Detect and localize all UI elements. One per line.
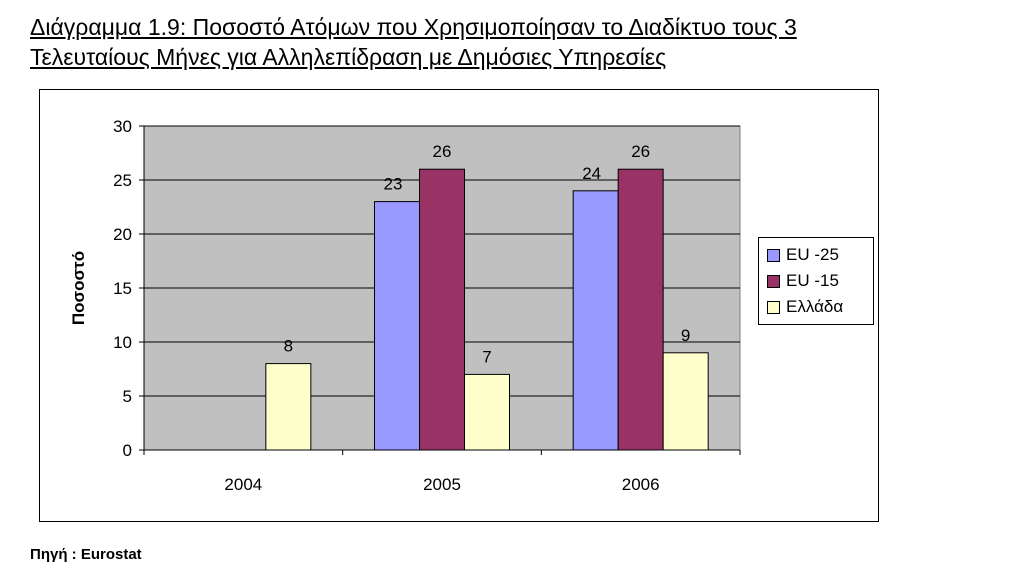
data-label: 7 <box>482 347 491 366</box>
y-tick-label: 10 <box>113 333 132 352</box>
y-tick-label: 0 <box>123 441 132 460</box>
x-tick-label: 2005 <box>423 475 461 494</box>
bar-eu-25-2006 <box>572 190 619 451</box>
data-label: 26 <box>433 142 452 161</box>
chart-title: Διάγραμμα 1.9: Ποσοστό Ατόμων που Χρησιμ… <box>30 12 990 72</box>
bar-eu-25-2005 <box>374 201 420 451</box>
bar-ελλάδα-2004 <box>265 363 312 451</box>
legend-swatch-eu15 <box>767 274 780 288</box>
y-tick-label: 25 <box>113 171 132 190</box>
legend-label-greece: Ελλάδα <box>786 297 844 316</box>
data-label: 9 <box>681 326 690 345</box>
legend-swatch-eu25 <box>767 248 780 262</box>
title-line-1: Διάγραμμα 1.9: Ποσοστό Ατόμων που Χρησιμ… <box>30 14 797 40</box>
legend-item-eu15: EU -15 <box>767 268 873 294</box>
x-tick-label: 2006 <box>622 475 660 494</box>
legend-item-greece: Ελλάδα <box>767 294 873 320</box>
legend-label-eu25: EU -25 <box>786 245 839 264</box>
legend-label-eu15: EU -15 <box>786 271 839 290</box>
legend: EU -25 EU -15 Ελλάδα <box>758 237 874 325</box>
y-tick-label: 30 <box>113 117 132 136</box>
legend-item-eu25: EU -25 <box>767 242 873 268</box>
bar-eu-15-2005 <box>419 168 465 451</box>
data-label: 26 <box>631 142 650 161</box>
bar-ελλάδα-2005 <box>464 373 510 451</box>
chart-area: 0 5 10 15 20 25 30 Ποσοστό 2004 8 2005 23 26 7 2006 24 2… <box>39 89 879 522</box>
chart-svg: 0 5 10 15 20 25 30 Ποσοστό 2004 8 2005 23 26 7 2006 24 2… <box>69 117 741 494</box>
data-label: 23 <box>384 175 403 194</box>
bar-eu-15-2006 <box>617 168 664 451</box>
bar-ελλάδα-2006 <box>662 352 709 451</box>
x-tick-label: 2004 <box>224 475 262 494</box>
title-line-2: Τελευταίους Μήνες για Αλληλεπίδραση με Δ… <box>30 44 667 70</box>
data-label: 24 <box>582 164 601 183</box>
y-tick-label: 20 <box>113 225 132 244</box>
y-tick-label: 5 <box>123 387 132 406</box>
source-note: Πηγή : Eurostat <box>30 546 142 563</box>
data-label: 8 <box>284 337 293 356</box>
y-axis-label: Ποσοστό <box>69 251 88 325</box>
y-tick-label: 15 <box>113 279 132 298</box>
legend-swatch-greece <box>767 300 780 314</box>
